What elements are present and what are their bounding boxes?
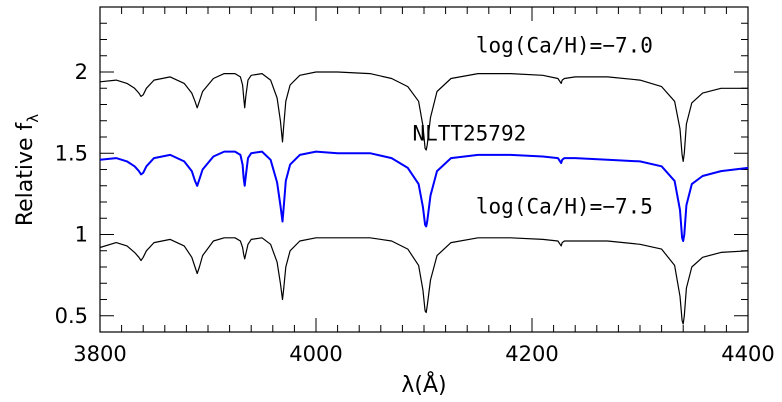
series-line-model <box>99 237 749 325</box>
svg-text:Relative fλ: Relative fλ <box>13 114 42 226</box>
y-axis-label: Relative fλ <box>13 114 42 226</box>
x-tick-label: 4200 <box>505 342 558 366</box>
y-axis-label-main: Relative f <box>13 121 38 226</box>
spectra-lines <box>99 71 749 325</box>
curve-annotation: log(Ca/H)=−7.0 <box>476 34 653 58</box>
y-tick-label: 0.5 <box>55 304 88 328</box>
y-tick-labels: 0.5 1 1.5 2 <box>55 60 88 328</box>
y-axis-label-subscript: λ <box>24 114 42 123</box>
curve-annotation: NLTT25792 <box>412 121 526 145</box>
axis-ticks <box>99 6 749 333</box>
series-line-model <box>99 71 748 162</box>
curve-annotation: log(Ca/H)=−7.5 <box>476 194 653 218</box>
x-tick-label: 4000 <box>289 342 342 366</box>
y-tick-label: 1 <box>75 223 88 247</box>
x-tick-label: 3800 <box>73 342 126 366</box>
x-tick-label: 4400 <box>721 342 774 366</box>
x-axis-label: λ(Å) <box>401 371 446 398</box>
x-tick-labels: 3800 4000 4200 4400 <box>73 342 774 366</box>
series-line-observed <box>99 150 749 242</box>
y-tick-label: 1.5 <box>55 141 88 165</box>
curve-annotations: log(Ca/H)=−7.0 NLTT25792 log(Ca/H)=−7.5 <box>412 34 652 219</box>
y-tick-label: 2 <box>75 60 88 84</box>
